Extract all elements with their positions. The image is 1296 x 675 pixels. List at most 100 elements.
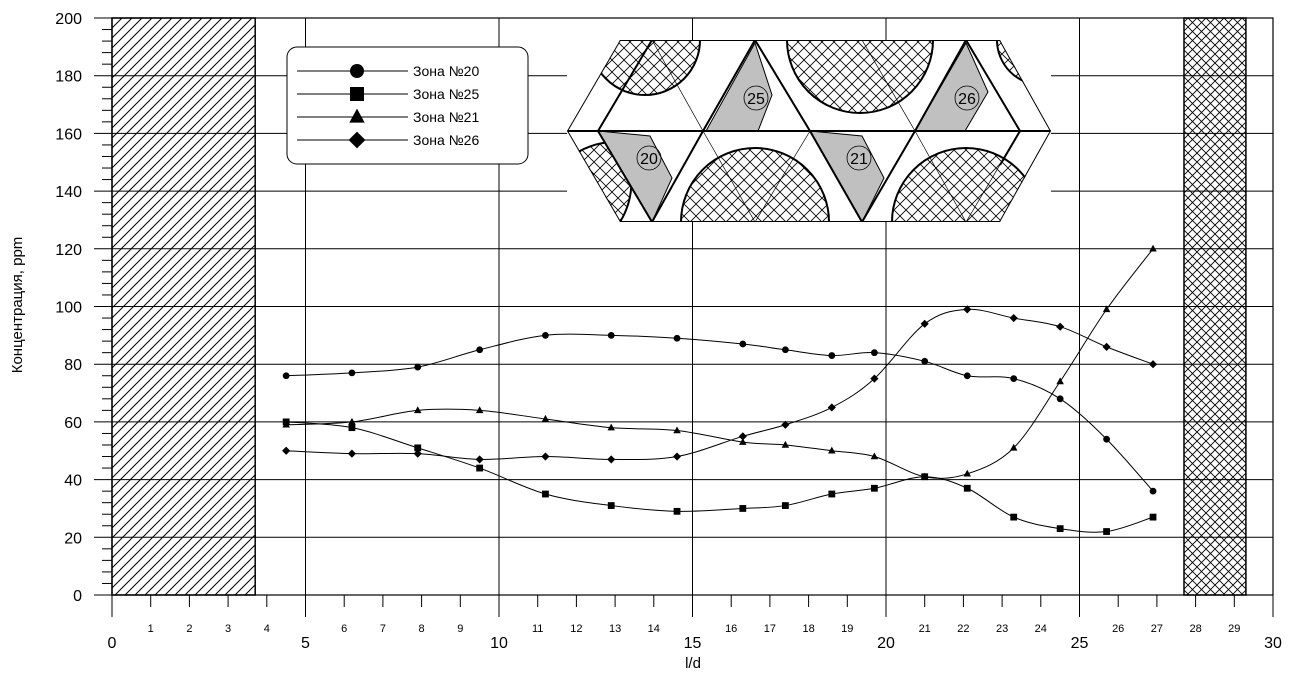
x-tick-label: 30 xyxy=(1264,635,1282,652)
x-minor-tick-label: 21 xyxy=(919,623,931,635)
x-minor-tick-label: 8 xyxy=(419,623,425,635)
series-circle xyxy=(282,331,1157,495)
data-point xyxy=(348,424,356,432)
data-point xyxy=(282,420,290,428)
data-point xyxy=(1149,487,1157,495)
data-point xyxy=(1149,244,1157,252)
zone-label: 26 xyxy=(958,91,976,108)
x-minor-tick-label: 1 xyxy=(148,623,154,635)
data-point xyxy=(414,444,422,452)
data-point xyxy=(828,446,836,454)
x-minor-tick-label: 2 xyxy=(186,623,192,635)
data-point xyxy=(282,372,290,380)
x-minor-tick-label: 12 xyxy=(570,623,582,635)
x-axis-title: l/d xyxy=(685,655,701,672)
x-minor-tick-label: 16 xyxy=(725,623,737,635)
y-tick-label: 140 xyxy=(55,184,82,201)
data-point xyxy=(739,505,747,512)
x-tick-label: 5 xyxy=(301,635,310,652)
legend: Зона №20 Зона №25 Зона №21 Зона №26 xyxy=(286,46,529,165)
series-line xyxy=(286,308,1154,461)
data-point xyxy=(1010,513,1018,521)
data-point xyxy=(476,464,484,472)
data-point xyxy=(672,452,682,461)
x-tick-label: 10 xyxy=(490,635,508,652)
x-minor-tick-label: 27 xyxy=(1151,623,1163,635)
data-point xyxy=(541,414,550,422)
series-diamond xyxy=(282,305,1158,464)
x-minor-tick-label: 24 xyxy=(1035,623,1047,635)
data-point xyxy=(414,363,422,371)
data-point xyxy=(1056,395,1064,403)
y-tick-label: 20 xyxy=(64,530,82,547)
data-point xyxy=(475,406,484,414)
data-point xyxy=(1148,360,1158,369)
data-point xyxy=(739,438,747,445)
data-point xyxy=(413,449,422,458)
series-line xyxy=(286,333,1154,492)
data-point xyxy=(870,484,878,492)
data-point xyxy=(673,426,681,434)
x-minor-tick-label: 26 xyxy=(1112,623,1124,635)
x-minor-tick-label: 23 xyxy=(996,623,1008,635)
legend-label: Зона №21 xyxy=(413,109,479,125)
x-minor-tick-label: 18 xyxy=(802,623,814,635)
data-point xyxy=(739,340,747,348)
data-point xyxy=(781,420,790,429)
data-point xyxy=(827,403,836,412)
x-minor-tick-label: 9 xyxy=(457,623,463,635)
zone-label: 25 xyxy=(747,91,765,108)
x-minor-tick-label: 22 xyxy=(957,623,969,635)
y-tick-label: 40 xyxy=(64,473,82,490)
data-point xyxy=(607,423,615,431)
data-point xyxy=(920,319,929,328)
y-tick-label: 80 xyxy=(64,357,82,374)
x-minor-tick-label: 3 xyxy=(225,623,231,635)
y-tick-label: 200 xyxy=(55,11,82,28)
rod-bottom-center xyxy=(679,147,831,222)
zone-label-circle xyxy=(743,85,769,111)
data-point xyxy=(963,372,971,380)
data-point xyxy=(347,449,357,458)
data-point xyxy=(738,432,747,441)
rod-top-center xyxy=(785,40,935,114)
data-point xyxy=(1056,377,1064,385)
data-point xyxy=(781,440,790,448)
data-point xyxy=(541,452,550,461)
data-point xyxy=(542,490,549,498)
y-tick-label: 100 xyxy=(55,300,82,317)
data-point xyxy=(1009,443,1018,451)
x-minor-tick-label: 4 xyxy=(264,623,270,635)
data-point xyxy=(1056,525,1064,533)
data-point xyxy=(963,469,972,477)
zone-label: 20 xyxy=(640,151,658,168)
series-square xyxy=(282,418,1157,535)
legend-box xyxy=(286,46,529,165)
legend-label: Зона №26 xyxy=(413,132,479,148)
data-point xyxy=(921,357,929,365)
data-point xyxy=(781,346,789,354)
legend-marker-diamond xyxy=(348,131,366,149)
y-tick-label: 120 xyxy=(55,242,82,259)
data-point xyxy=(1010,375,1018,383)
y-tick-label: 180 xyxy=(55,69,82,86)
x-minor-tick-label: 17 xyxy=(764,623,776,635)
y-axis-title: Концентрация, ppm xyxy=(9,237,26,374)
data-point xyxy=(870,349,878,357)
data-point xyxy=(1009,313,1018,323)
x-tick-label: 25 xyxy=(1071,635,1089,652)
x-minor-tick-label: 29 xyxy=(1228,623,1240,635)
y-tick-label: 160 xyxy=(55,126,82,143)
data-point xyxy=(348,369,356,377)
x-minor-tick-label: 11 xyxy=(532,623,543,635)
data-point xyxy=(607,455,616,464)
x-minor-tick-label: 19 xyxy=(841,623,853,635)
x-tick-label: 15 xyxy=(684,635,702,652)
data-point xyxy=(282,446,291,455)
y-tick-label: 0 xyxy=(73,588,82,605)
data-point xyxy=(542,331,549,339)
data-point xyxy=(963,305,972,314)
data-point xyxy=(870,374,879,383)
data-point xyxy=(828,352,836,359)
data-point xyxy=(1103,435,1110,443)
